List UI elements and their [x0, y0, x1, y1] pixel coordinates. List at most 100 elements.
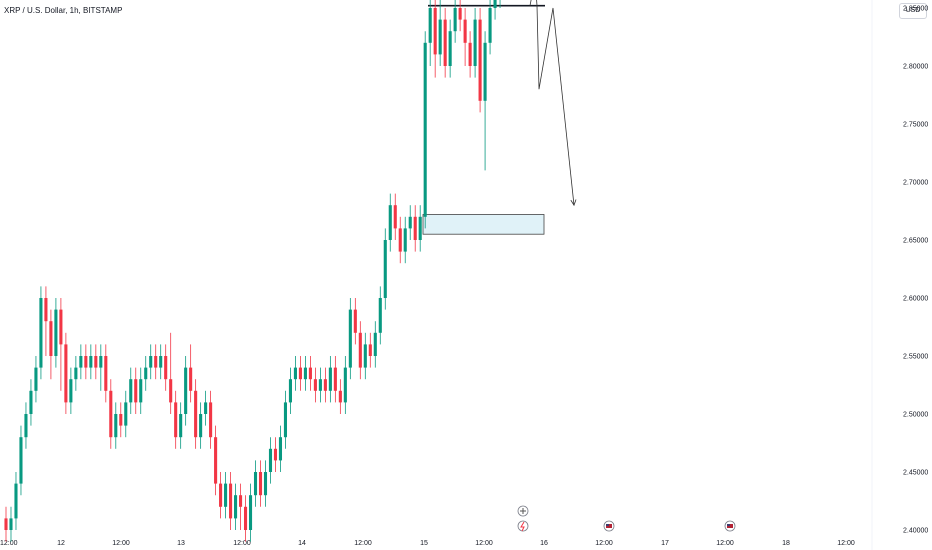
candle-body — [388, 205, 392, 240]
x-tick-label: 12:00 — [475, 540, 493, 547]
candle-body — [393, 205, 397, 229]
candle-body — [94, 356, 98, 368]
candle-body — [253, 472, 258, 496]
candle-body — [383, 240, 387, 298]
candle-body — [69, 379, 73, 403]
candle-body — [288, 379, 292, 403]
candle-body — [398, 228, 402, 252]
candle-body — [214, 437, 218, 484]
x-tick-label: 12:00 — [233, 540, 251, 547]
candle-body — [239, 495, 243, 507]
candle-body — [109, 390, 113, 438]
y-tick-label: 2.75000 — [903, 122, 928, 129]
x-tick-label: 12:00 — [354, 540, 372, 547]
candle-body — [263, 472, 268, 496]
x-tick-label: 12 — [57, 540, 65, 547]
candle-body — [54, 309, 58, 356]
candle-body — [204, 402, 208, 414]
candle-body — [129, 379, 133, 403]
earnings-event-icon[interactable] — [517, 520, 529, 532]
candle-body — [458, 8, 462, 20]
candle-body — [483, 42, 487, 101]
candle-body — [408, 216, 412, 229]
candle-body — [219, 483, 223, 507]
candle-body — [199, 414, 203, 438]
candle-body — [84, 356, 88, 368]
candle-body — [248, 495, 253, 530]
candle-body — [169, 379, 173, 403]
candle-body — [343, 367, 347, 403]
candle-body — [298, 367, 302, 380]
candle-body — [179, 414, 183, 438]
candle-body — [209, 402, 213, 438]
projection-arrow-up-2[interactable] — [529, 0, 570, 6]
candle-body — [463, 19, 467, 43]
candle-body — [79, 356, 83, 368]
x-tick-label: 13 — [177, 540, 185, 547]
y-tick-label: 2.40000 — [903, 528, 928, 535]
x-tick-label: 16 — [540, 540, 548, 547]
projection-arrow-down[interactable] — [529, 0, 575, 206]
candle-body — [418, 216, 422, 240]
currency-button[interactable]: USD — [899, 3, 927, 19]
candle-body — [39, 298, 43, 368]
candle-body — [9, 518, 13, 530]
candle-body — [313, 379, 317, 391]
x-tick-label: 12:00 — [112, 540, 130, 547]
candle-body — [348, 309, 352, 368]
y-tick-label: 2.50000 — [903, 412, 928, 419]
candle-body — [24, 414, 28, 438]
candle-body — [378, 298, 382, 333]
us-flag-icon-canton — [727, 524, 730, 526]
x-tick-label: 12:00 — [837, 540, 855, 547]
candle-body — [234, 495, 238, 519]
candle-body — [74, 367, 78, 380]
candle-body — [453, 8, 457, 32]
x-tick-label: 12:00 — [0, 540, 18, 547]
candle-body — [373, 332, 377, 356]
candle-body — [338, 390, 342, 403]
candle-body — [29, 390, 33, 414]
candle-body — [413, 216, 417, 240]
candle-body — [4, 518, 8, 530]
candle-body — [189, 367, 193, 391]
candle-body — [403, 228, 407, 252]
candle-body — [144, 367, 148, 380]
candle-body — [473, 19, 477, 67]
candle-body — [478, 19, 482, 101]
candle-body — [64, 344, 68, 403]
y-tick-label: 2.85000 — [903, 6, 928, 13]
chart-title: XRP / U.S. Dollar, 1h, BITSTAMP — [4, 6, 123, 15]
x-tick-label: 17 — [661, 540, 669, 547]
candle-body — [164, 356, 168, 380]
y-tick-label: 2.65000 — [903, 238, 928, 245]
candle-body — [268, 448, 273, 472]
y-tick-label: 2.60000 — [903, 296, 928, 303]
lightning-icon — [520, 521, 525, 532]
candle-body — [293, 367, 297, 380]
candle-body — [363, 344, 367, 368]
candle-body — [159, 356, 163, 368]
x-tick-label: 12:00 — [595, 540, 613, 547]
candle-body — [224, 483, 228, 507]
candle-body — [368, 344, 372, 356]
demand-zone-box[interactable] — [422, 214, 545, 235]
candle-body — [139, 379, 143, 403]
y-tick-label: 2.55000 — [903, 354, 928, 361]
y-tick-label: 2.70000 — [903, 180, 928, 187]
candle-body — [243, 506, 248, 530]
candle-body — [19, 437, 23, 484]
candle-body — [104, 356, 108, 391]
candle-body — [438, 19, 442, 55]
candle-body — [44, 298, 48, 322]
y-tick-label: 2.80000 — [903, 64, 928, 71]
candle-body — [468, 42, 472, 66]
candle-body — [114, 414, 118, 438]
y-tick-label: 2.45000 — [903, 470, 928, 477]
candle-body — [99, 356, 103, 368]
candle-body — [433, 8, 437, 55]
candle-body — [278, 437, 283, 461]
candle-body — [328, 367, 332, 391]
candle-body — [283, 402, 288, 438]
